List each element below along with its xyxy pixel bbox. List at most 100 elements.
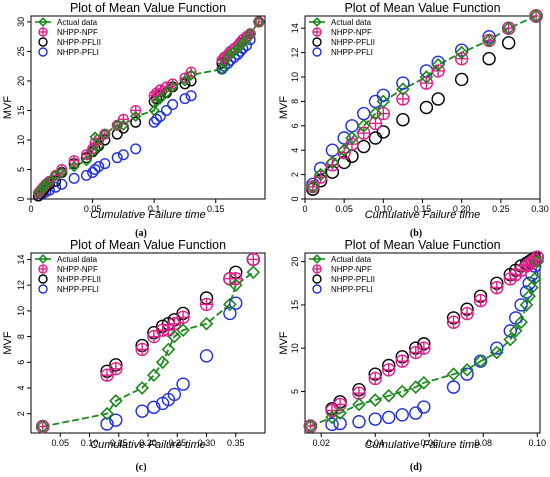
legend-marker — [38, 254, 48, 264]
data-point — [508, 324, 523, 338]
data-point — [100, 368, 114, 382]
actual-data-line — [42, 271, 254, 428]
plot-marks — [35, 252, 261, 434]
x-tick-label: 0.30 — [198, 438, 216, 448]
y-tick-label: 15 — [290, 300, 300, 310]
data-point — [396, 112, 410, 127]
data-point — [68, 172, 80, 184]
data-point — [417, 341, 431, 355]
chart-panel-2: Plot of Mean Value Function 0 0.05 0.10 0.15… — [278, 1, 549, 239]
data-point — [150, 95, 163, 108]
data-point — [89, 163, 101, 175]
data-point — [130, 104, 142, 116]
data-point — [199, 297, 214, 312]
y-tick-label: 10 — [290, 72, 300, 82]
legend-marker — [312, 254, 322, 264]
data-point — [160, 104, 172, 116]
data-point — [234, 39, 247, 52]
data-point — [395, 384, 410, 399]
data-point — [530, 250, 544, 265]
x-tick-label: 0 — [28, 204, 33, 214]
panel-caption: (a) — [135, 228, 147, 239]
x-tick-label: 0.04 — [366, 438, 384, 448]
data-point — [32, 187, 45, 199]
data-point — [446, 315, 461, 329]
data-point — [376, 106, 391, 121]
y-tick-label: 6 — [290, 123, 300, 128]
data-point — [80, 149, 92, 161]
data-point — [337, 143, 351, 158]
data-point — [417, 400, 431, 414]
legend-marker — [312, 37, 322, 47]
x-axis-label: Cumulative Failure time — [90, 209, 206, 221]
data-point — [376, 94, 391, 109]
data-point — [36, 419, 50, 434]
data-point — [303, 419, 318, 433]
legend-label: NHPP-PFLI — [57, 48, 99, 57]
data-point — [446, 367, 461, 381]
y-tick-label: 20 — [290, 257, 300, 267]
data-point — [501, 21, 516, 36]
legend-label: Actual data — [331, 255, 372, 264]
data-point — [37, 181, 50, 193]
chart-title: Plot of Mean Value Function — [70, 1, 226, 15]
legend-label: NHPP-NPF — [57, 265, 98, 274]
data-point — [100, 406, 114, 421]
data-point — [395, 354, 409, 368]
data-point — [352, 397, 366, 412]
data-point — [135, 381, 149, 395]
data-point — [482, 33, 496, 48]
data-point — [237, 36, 249, 49]
y-tick-label: 10 — [16, 135, 26, 145]
x-tick-label: 0.05 — [51, 438, 69, 448]
legend-marker — [38, 284, 48, 294]
data-point — [228, 45, 240, 58]
data-point — [68, 160, 80, 173]
data-point — [199, 349, 214, 363]
data-point — [100, 417, 114, 431]
x-tick-label: 0.1 — [148, 204, 161, 214]
data-point — [246, 252, 261, 267]
x-tick-label: 0.30 — [531, 204, 549, 214]
data-point — [489, 345, 504, 360]
x-tick-label: 0.20 — [453, 204, 471, 214]
data-point — [160, 81, 172, 93]
y-tick-label: 6 — [16, 360, 26, 365]
x-tick-label: 0.10 — [81, 438, 99, 448]
data-point — [396, 76, 410, 90]
data-point — [368, 412, 382, 426]
data-point — [356, 118, 371, 133]
data-point — [514, 298, 528, 312]
data-point — [56, 178, 68, 190]
legend-label: Actual data — [57, 255, 98, 264]
data-point — [135, 342, 149, 357]
data-point — [333, 406, 347, 420]
data-point — [109, 362, 123, 376]
data-point — [514, 315, 528, 330]
data-point — [167, 99, 179, 111]
x-tick-label: 0.15 — [414, 204, 432, 214]
data-point — [35, 184, 47, 196]
y-tick-label: 5 — [290, 389, 300, 394]
legend-marker — [38, 27, 48, 37]
x-tick-label: 0.10 — [375, 204, 393, 214]
series-actual-data — [306, 9, 543, 194]
data-point — [529, 9, 543, 23]
y-tick-label: 25 — [16, 46, 26, 56]
data-point — [246, 265, 261, 280]
data-point — [111, 119, 123, 131]
data-point — [376, 125, 391, 139]
legend-marker — [312, 47, 322, 57]
chart-panel-4: Plot of Mean Value Function 0.02 0.04 0.06 0… — [278, 238, 546, 473]
legend-label: Actual data — [57, 18, 98, 27]
series-actual-data — [303, 254, 545, 433]
legend-label: NHPP-PFLI — [331, 48, 373, 57]
chart-title: Plot of Mean Value Function — [344, 238, 500, 252]
x-tick-label: 0.05 — [335, 204, 353, 214]
data-point — [179, 75, 191, 87]
data-point — [223, 306, 237, 321]
data-point — [147, 329, 161, 344]
x-tick-label: 0.15 — [110, 438, 128, 448]
data-point — [525, 280, 539, 295]
data-point — [253, 16, 265, 28]
